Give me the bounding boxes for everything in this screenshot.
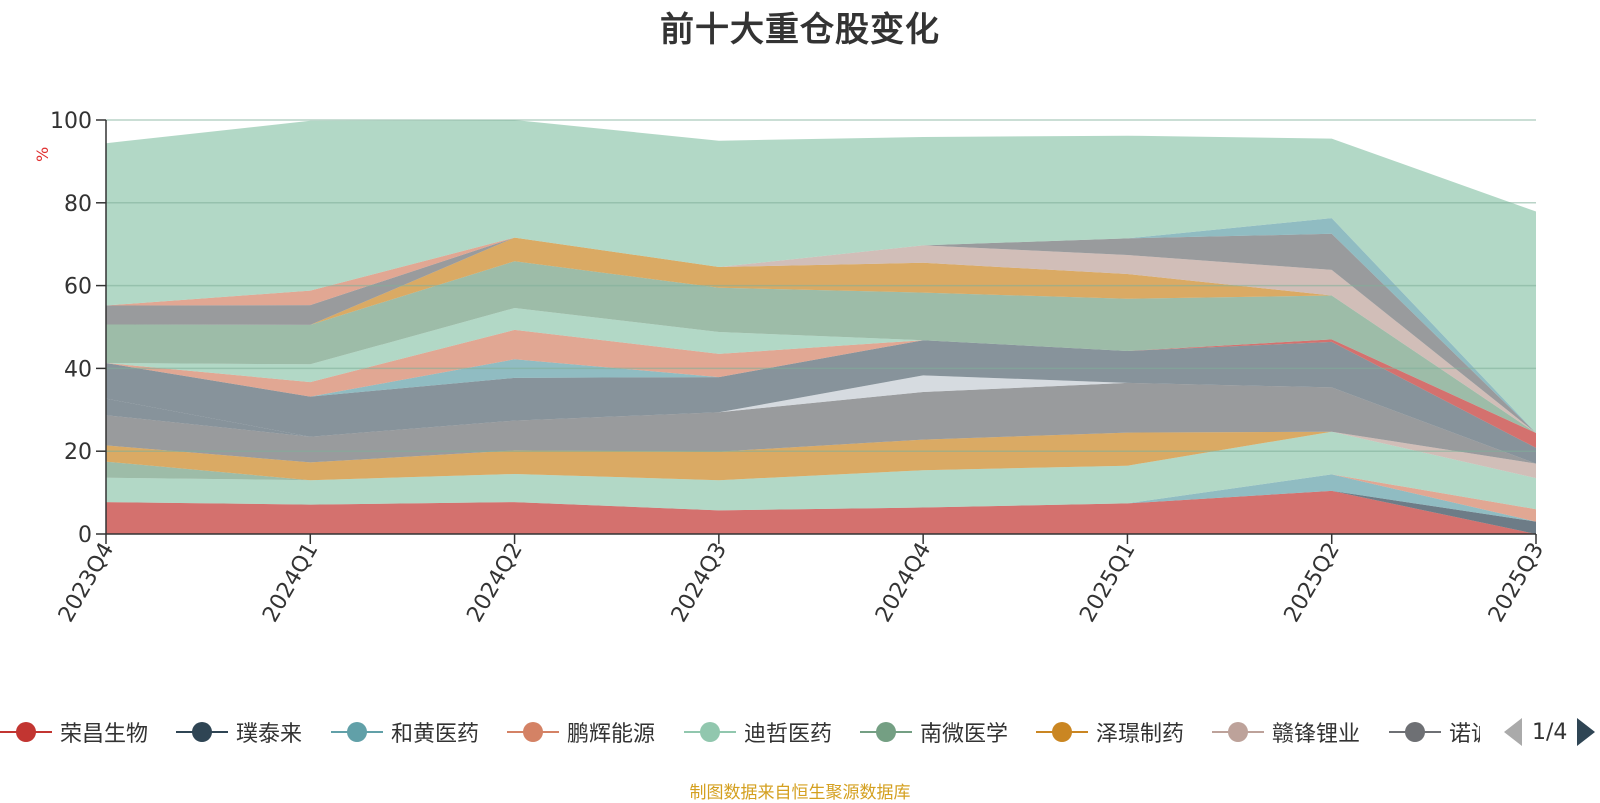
legend-page-indicator: 1/4 xyxy=(1532,719,1568,745)
legend-item[interactable]: 荣昌生物 xyxy=(0,712,148,752)
area-series-13 xyxy=(106,339,1536,433)
legend-marker-icon xyxy=(860,712,912,752)
y-tick-label: 80 xyxy=(64,192,92,217)
legend-marker-icon xyxy=(0,712,52,752)
legend-marker-icon xyxy=(1212,712,1264,752)
legend-item[interactable]: 迪哲医药 xyxy=(684,712,832,752)
y-tick-label: 100 xyxy=(50,109,92,134)
legend-item-label: 璞泰来 xyxy=(236,722,303,747)
gridlines xyxy=(106,119,1536,452)
legend-marker-icon xyxy=(507,712,559,752)
area-series-8 xyxy=(106,382,1536,464)
x-tick-label: 2023Q4 xyxy=(54,539,119,627)
legend-marker-icon xyxy=(176,712,228,752)
legend-item-label: 诺诚健华 xyxy=(1449,722,1480,747)
source-note: 制图数据来自恒生聚源数据库 xyxy=(689,783,911,803)
area-series-17 xyxy=(106,237,1536,433)
x-tick-label: 2025Q2 xyxy=(1280,539,1345,627)
y-axis-unit-label: % xyxy=(33,147,52,162)
legend-item[interactable]: 南微医学 xyxy=(860,712,1008,752)
x-tick-label: 2024Q2 xyxy=(462,539,527,627)
legend-item[interactable]: 诺诚健华 xyxy=(1389,712,1480,752)
legend-marker-icon xyxy=(1389,712,1441,752)
legend-item-label: 鹏辉能源 xyxy=(567,722,656,747)
area-series-15 xyxy=(106,308,1536,433)
legend: 荣昌生物 璞泰来 和黄医药 鹏辉能源 迪哲医药 南微医学 泽璟制药 赣锋锂业 诺诚健华 1/4 xyxy=(0,712,1600,752)
legend-item-label: 南微医学 xyxy=(920,722,1009,747)
legend-items-viewport: 荣昌生物 璞泰来 和黄医药 鹏辉能源 迪哲医药 南微医学 泽璟制药 赣锋锂业 诺诚健华 xyxy=(0,712,1480,752)
area-series-layer xyxy=(106,120,1536,534)
y-tick-label: 20 xyxy=(64,440,92,465)
area-series-16 xyxy=(106,261,1536,433)
legend-item[interactable]: 泽璟制药 xyxy=(1036,712,1184,752)
area-series-6 xyxy=(106,431,1536,481)
x-tick-label: 2024Q1 xyxy=(258,539,323,627)
legend-item-label: 迪哲医药 xyxy=(744,722,833,747)
area-series-11 xyxy=(106,340,1536,464)
legend-item[interactable]: 和黄医药 xyxy=(331,712,479,752)
x-tick-label: 2024Q4 xyxy=(871,539,936,627)
y-tick-label: 60 xyxy=(64,275,92,300)
legend-item[interactable]: 赣锋锂业 xyxy=(1212,712,1360,752)
legend-item-label: 赣锋锂业 xyxy=(1272,722,1361,747)
x-tick-label: 2024Q3 xyxy=(667,539,732,627)
y-tick-label: 40 xyxy=(64,357,92,382)
x-tick-label: 2025Q1 xyxy=(1075,539,1140,627)
y-tick-label: 0 xyxy=(78,523,92,548)
x-tick-label: 2025Q3 xyxy=(1484,539,1549,627)
legend-item-label: 荣昌生物 xyxy=(60,722,149,747)
legend-marker-icon xyxy=(684,712,736,752)
legend-item-label: 泽璟制药 xyxy=(1096,722,1185,747)
area-series-22 xyxy=(106,120,1536,433)
area-series-4 xyxy=(106,431,1536,511)
legend-item-label: 和黄医药 xyxy=(391,722,480,747)
chart-plot: 0 20 40 60 80 100 2023Q4 2024Q1 2024Q2 2024Q3 2024… xyxy=(33,109,1549,627)
area-series-5 xyxy=(106,431,1536,481)
legend-marker-icon xyxy=(1036,712,1088,752)
chart-title: 前十大重仓股变化 xyxy=(660,10,940,50)
area-series-0 xyxy=(106,490,1536,534)
legend-pager: 1/4 xyxy=(1500,712,1600,752)
legend-item[interactable]: 璞泰来 xyxy=(176,712,302,752)
legend-item[interactable]: 鹏辉能源 xyxy=(507,712,655,752)
area-series-14 xyxy=(106,329,1536,433)
legend-next-page-arrow-icon[interactable] xyxy=(1577,718,1596,746)
legend-prev-page-arrow-icon[interactable] xyxy=(1504,718,1522,746)
legend-marker-icon xyxy=(331,712,383,752)
